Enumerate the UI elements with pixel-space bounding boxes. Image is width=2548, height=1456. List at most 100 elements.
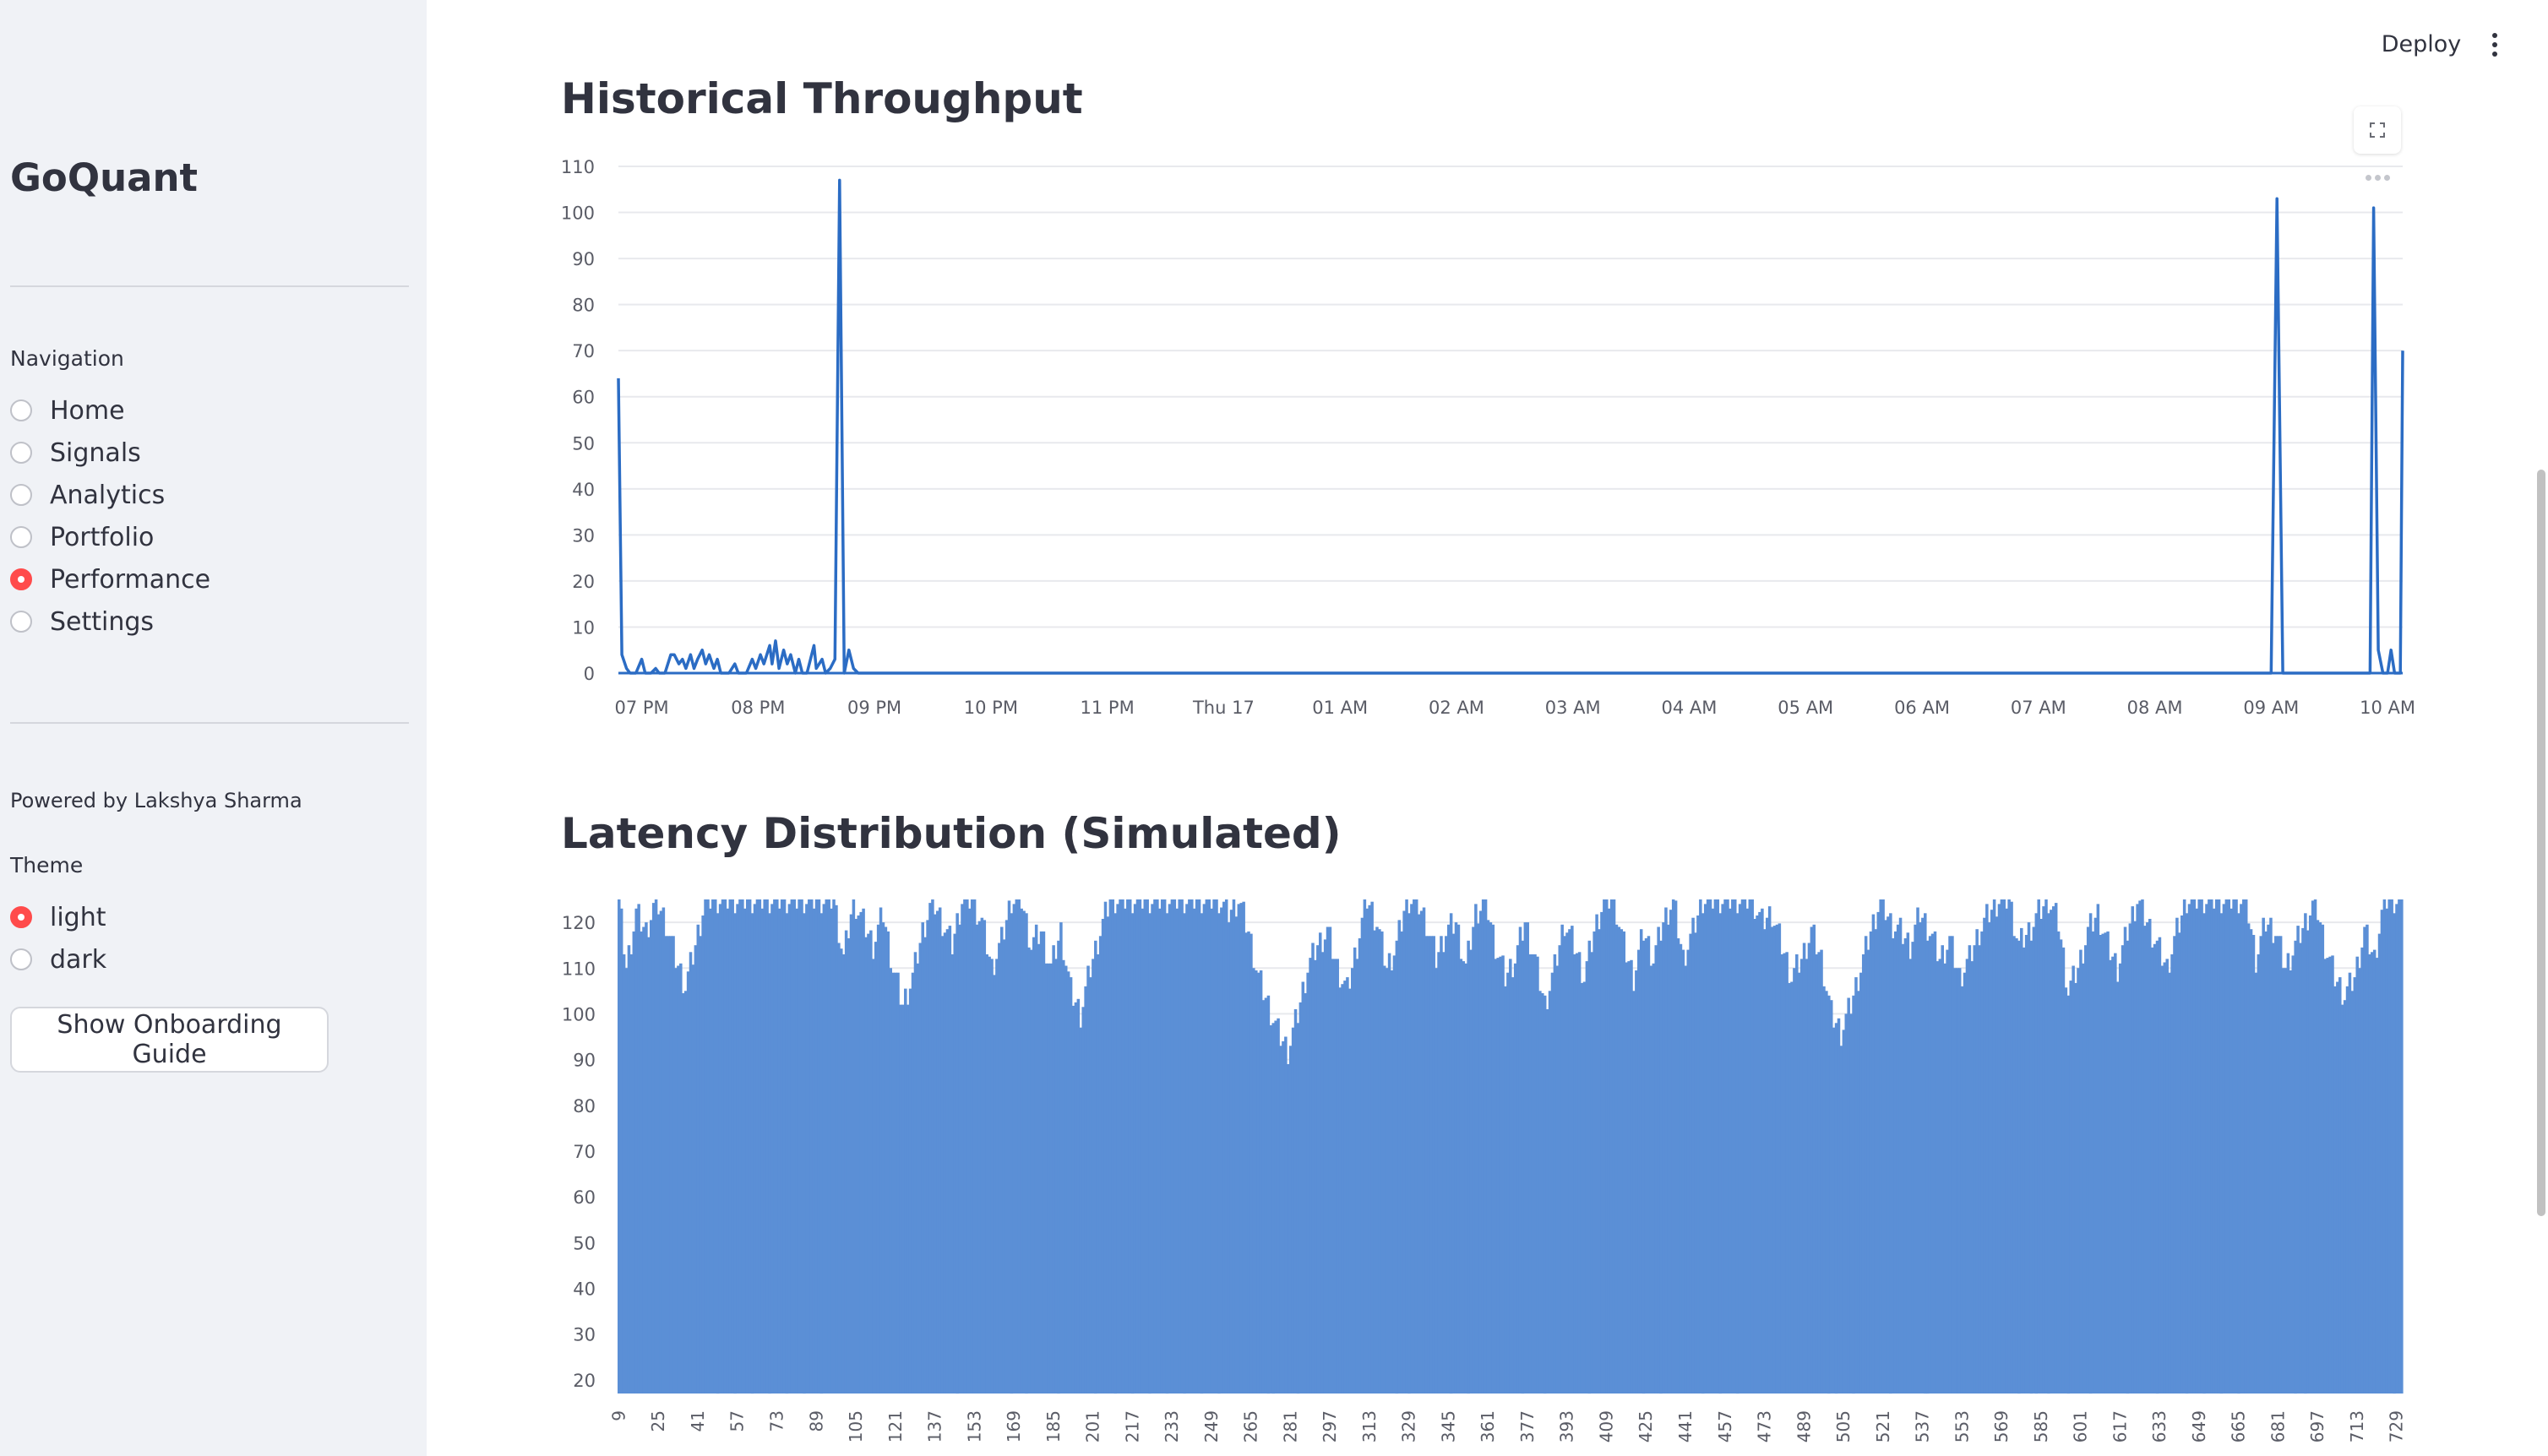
- latency-bar: [1168, 904, 1172, 1394]
- nav-item-home[interactable]: Home: [10, 394, 125, 427]
- latency-bar: [1293, 1009, 1298, 1394]
- latency-bar: [1010, 913, 1014, 1394]
- latency-bar: [1119, 899, 1122, 1394]
- nav-item-analytics[interactable]: Analytics: [10, 478, 165, 512]
- throughput-chart-title: Historical Throughput: [561, 74, 1083, 123]
- latency-bar: [2024, 935, 2028, 1394]
- nav-item-signals[interactable]: Signals: [10, 436, 141, 470]
- latency-bar: [1795, 954, 1799, 1394]
- latency-bar: [2002, 899, 2006, 1394]
- latency-bar: [1603, 899, 1606, 1394]
- radio-checked-icon[interactable]: [10, 568, 32, 590]
- latency-bar: [1089, 977, 1092, 1394]
- latency-bar: [1511, 977, 1515, 1394]
- theme-option-dark[interactable]: dark: [10, 943, 106, 976]
- latency-bar: [1370, 901, 1374, 1394]
- latency-bar: [1170, 899, 1174, 1394]
- latency-bar: [1306, 972, 1309, 1394]
- latency-bar: [1113, 913, 1117, 1394]
- latency-bar: [958, 924, 961, 1394]
- latency-bar: [743, 908, 747, 1394]
- latency-bar: [2173, 936, 2176, 1394]
- latency-bar: [1654, 945, 1658, 1394]
- radio-unchecked-icon[interactable]: [10, 948, 32, 970]
- latency-bar: [1671, 899, 1675, 1394]
- latency-bar: [709, 908, 712, 1394]
- radio-unchecked-icon[interactable]: [10, 399, 32, 421]
- latency-bar: [780, 899, 784, 1394]
- x-tick-label: 425: [1636, 1410, 1656, 1442]
- latency-bar: [1103, 901, 1108, 1394]
- radio-unchecked-icon[interactable]: [10, 526, 32, 548]
- nav-item-performance[interactable]: Performance: [10, 562, 210, 596]
- latency-bar: [1027, 947, 1031, 1394]
- x-tick-label: 04 AM: [1662, 698, 1718, 718]
- latency-bar: [2104, 932, 2107, 1394]
- latency-bar: [1432, 936, 1435, 1394]
- latency-bar: [2178, 932, 2181, 1394]
- x-tick-label: 569: [1991, 1410, 2012, 1442]
- latency-bar: [956, 913, 959, 1394]
- latency-bar: [2042, 906, 2045, 1394]
- radio-unchecked-icon[interactable]: [10, 484, 32, 506]
- chart-more-options-icon[interactable]: [2366, 172, 2394, 182]
- latency-bar: [1968, 945, 1972, 1394]
- latency-bar: [1343, 981, 1347, 1394]
- latency-bar: [1545, 1009, 1549, 1394]
- latency-bar: [2246, 923, 2251, 1394]
- latency-bar: [1059, 922, 1063, 1394]
- latency-bar: [750, 913, 754, 1394]
- latency-bar: [765, 899, 769, 1394]
- latency-bar: [1820, 949, 1823, 1394]
- latency-bar: [1995, 916, 1999, 1394]
- nav-item-settings[interactable]: Settings: [10, 605, 154, 638]
- latency-bar: [763, 899, 766, 1394]
- show-onboarding-guide-button[interactable]: Show Onboarding Guide: [10, 1007, 329, 1073]
- latency-bar: [1951, 936, 1954, 1394]
- latency-bar: [795, 908, 798, 1394]
- latency-bar: [908, 988, 912, 1394]
- kebab-menu-icon[interactable]: [2482, 25, 2507, 64]
- latency-bar: [1456, 924, 1461, 1394]
- latency-bar: [2096, 904, 2100, 1394]
- latency-bar: [2123, 926, 2127, 1394]
- latency-bar: [1387, 953, 1391, 1394]
- latency-bar: [1775, 924, 1779, 1394]
- latency-bar: [1320, 952, 1325, 1394]
- latency-bar: [619, 908, 623, 1394]
- latency-bar: [2150, 947, 2154, 1394]
- latency-bar: [901, 1004, 905, 1394]
- latency-bar: [1467, 940, 1470, 1394]
- latency-bar: [2056, 931, 2061, 1394]
- x-tick-label: 281: [1280, 1410, 1300, 1442]
- x-tick-label: 329: [1399, 1410, 1419, 1442]
- latency-bar: [2284, 968, 2288, 1394]
- latency-bar: [2210, 899, 2213, 1394]
- radio-unchecked-icon[interactable]: [10, 611, 32, 633]
- latency-bar: [2257, 954, 2261, 1394]
- fullscreen-icon[interactable]: [2354, 106, 2401, 154]
- latency-bar: [1575, 953, 1579, 1394]
- nav-item-portfolio[interactable]: Portfolio: [10, 520, 154, 554]
- latency-bar: [1876, 911, 1881, 1394]
- x-tick-label: 10 PM: [964, 698, 1018, 718]
- latency-bar: [1054, 959, 1058, 1394]
- deploy-button[interactable]: Deploy: [2371, 25, 2472, 62]
- latency-bar: [825, 899, 829, 1394]
- radio-unchecked-icon[interactable]: [10, 442, 32, 464]
- radio-checked-icon[interactable]: [10, 906, 32, 928]
- page-scrollbar[interactable]: [2537, 470, 2545, 1216]
- latency-bar: [2321, 924, 2325, 1394]
- latency-bar: [677, 965, 680, 1394]
- x-tick-label: 03 AM: [1545, 698, 1601, 718]
- throughput-series-line: [617, 178, 2404, 675]
- latency-bar: [2393, 913, 2396, 1394]
- latency-bar: [2032, 926, 2036, 1394]
- latency-bar: [1197, 899, 1201, 1394]
- latency-bar: [1516, 945, 1520, 1394]
- latency-bar: [1898, 917, 1903, 1394]
- latency-bar: [1378, 929, 1381, 1394]
- latency-bar: [1612, 899, 1616, 1394]
- x-tick-label: 06 AM: [1894, 698, 1950, 718]
- theme-option-light[interactable]: light: [10, 900, 106, 934]
